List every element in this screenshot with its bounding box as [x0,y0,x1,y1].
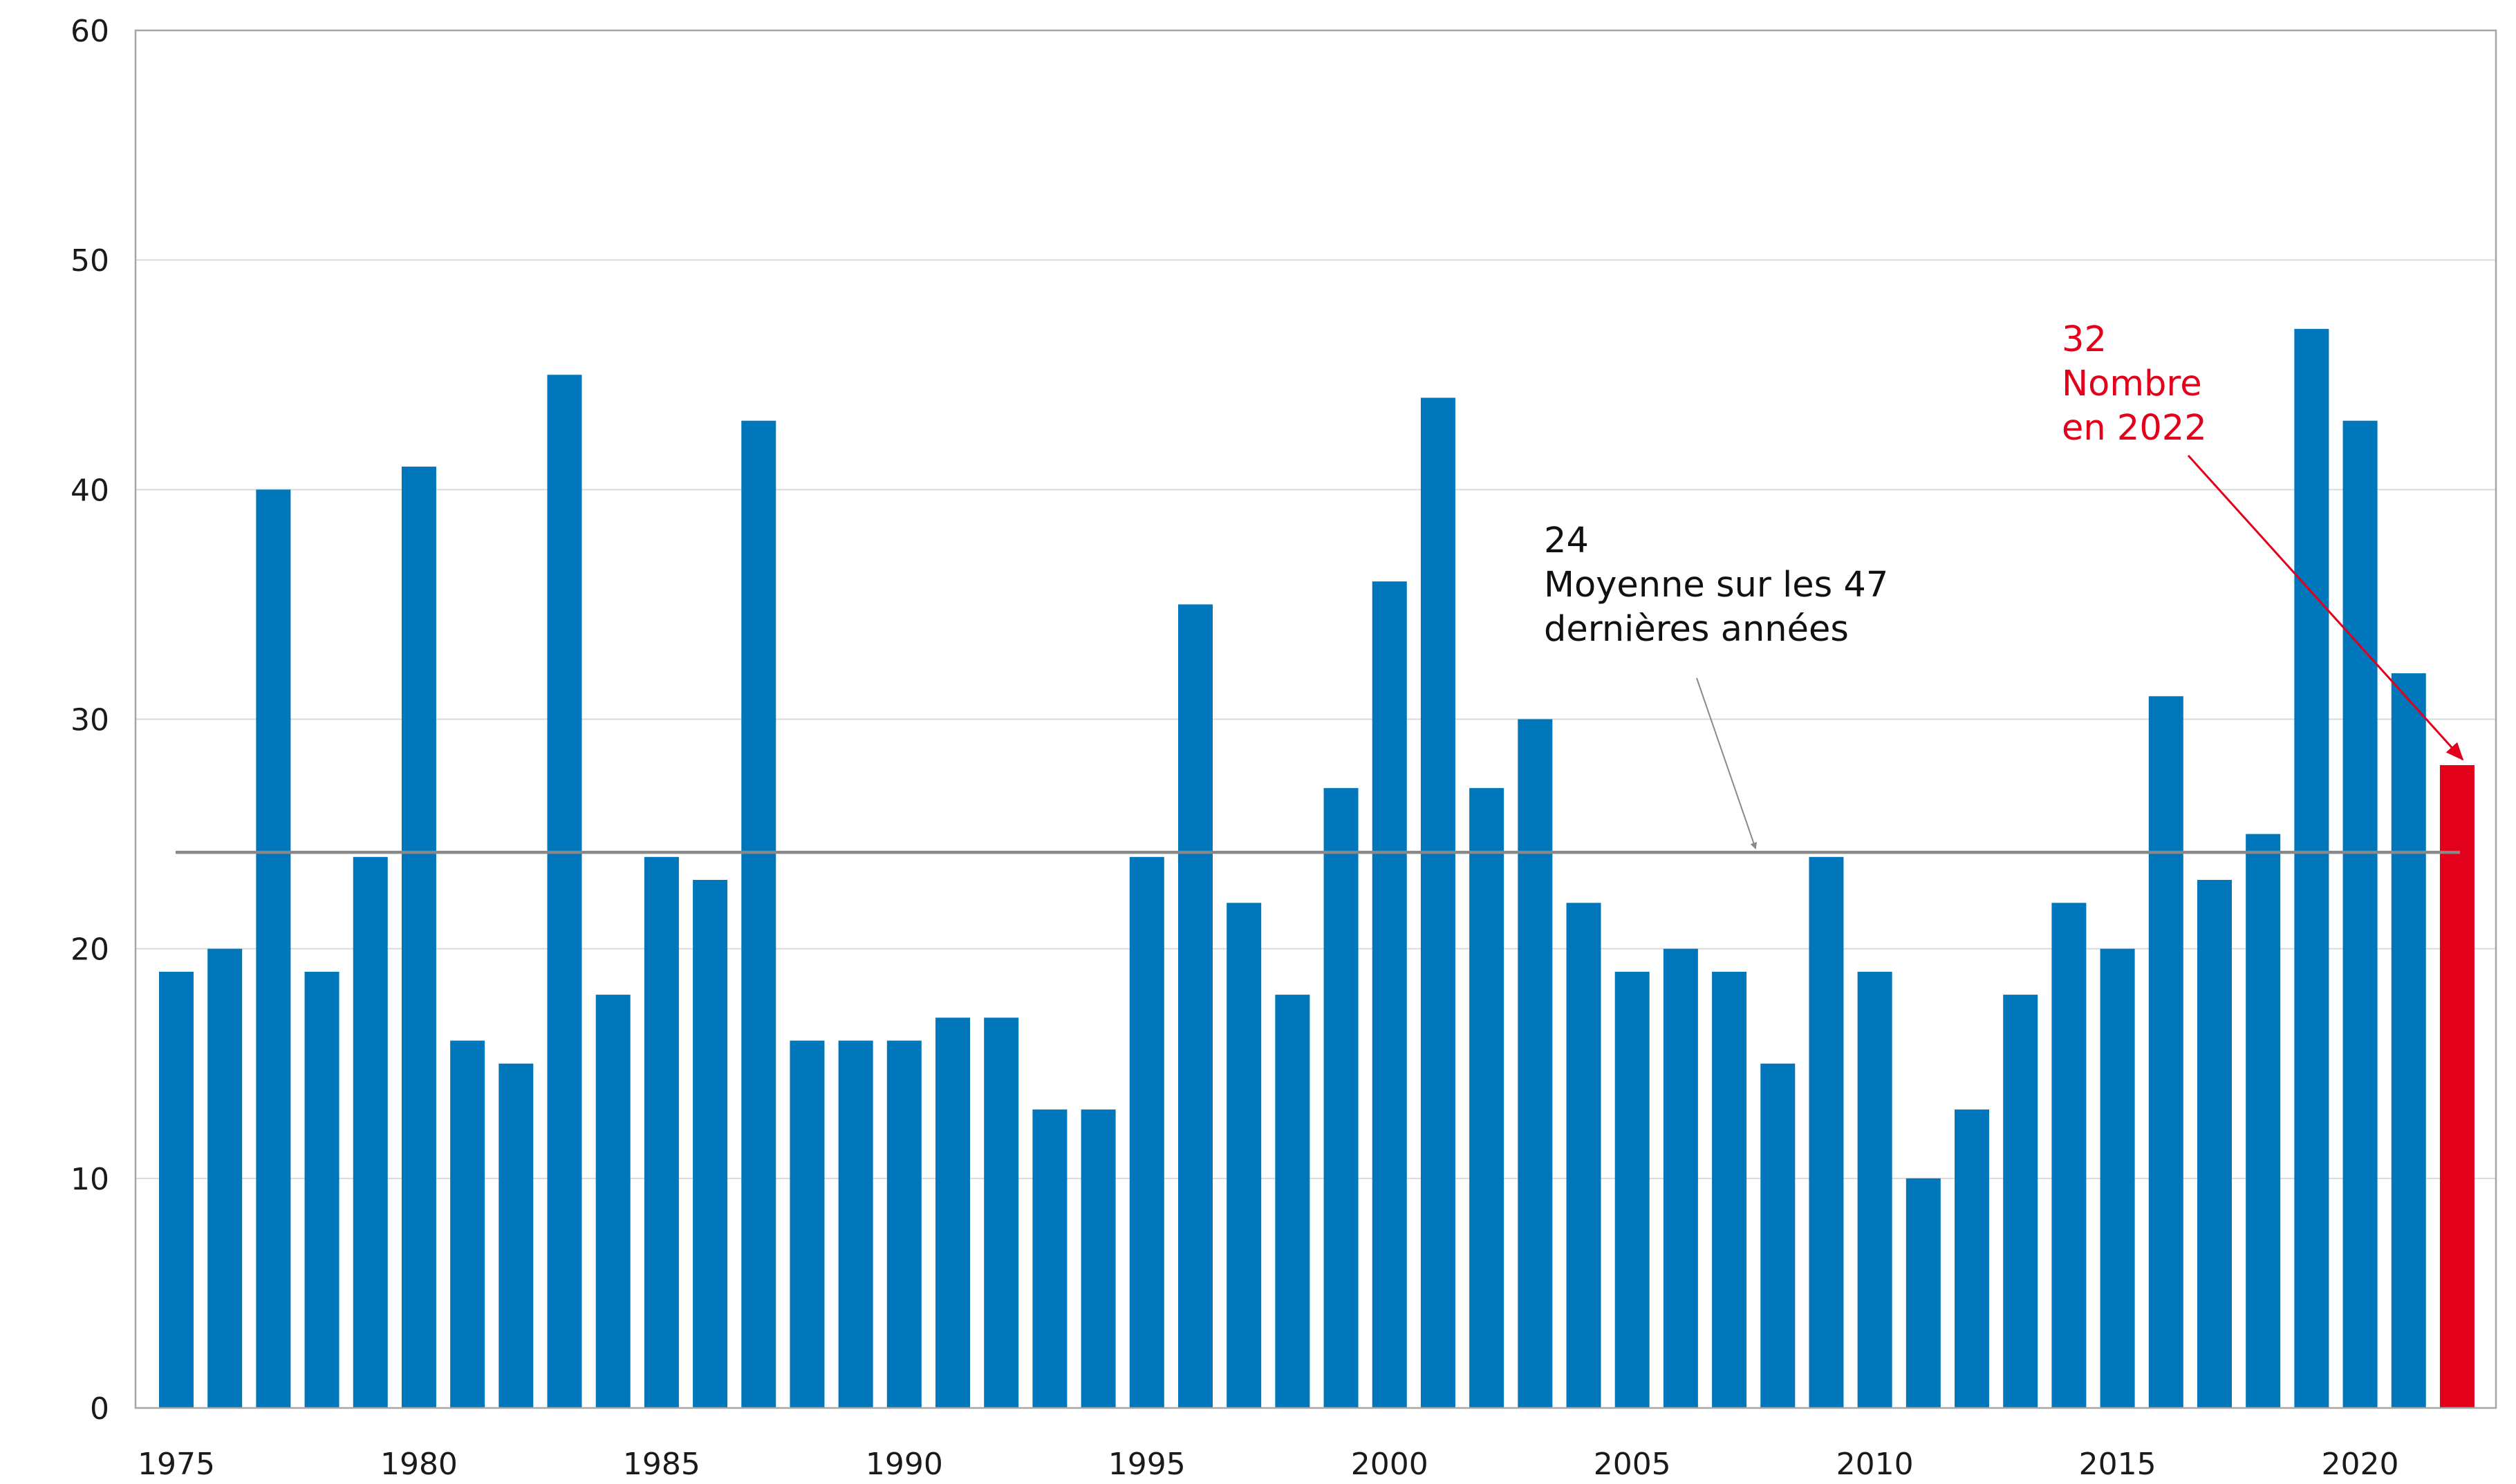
axes: 0 10 20 30 40 50 60 1975 1980 1985 1990 1995 2000 200… [71,14,2497,1482]
average-label: 24 Moyenne sur les 47 dernières années [1544,520,1888,650]
bar [2391,673,2426,1408]
x-tick-label: 2020 [2322,1447,2399,1482]
bar [1032,1109,1068,1408]
bar [741,420,776,1408]
average-label-line: dernières années [1544,609,1849,650]
bar [1323,788,1359,1408]
highlight-label-line: en 2022 [2062,408,2207,449]
bar [1614,971,1650,1408]
annotations: 24 Moyenne sur les 47 dernières années 32 No… [1544,319,2464,850]
bar [790,1040,825,1408]
bar [450,1040,485,1408]
bar [838,1040,873,1408]
average-label-line: 24 [1544,520,1589,561]
bar [644,856,679,1408]
bar [2100,948,2135,1408]
bar [401,467,436,1408]
bar [1857,971,1892,1408]
bar [1663,948,1698,1408]
average-arrow [1696,677,1758,850]
bar [1275,995,1310,1408]
bar [1081,1109,1116,1408]
x-tick-label: 2005 [1594,1447,1671,1482]
bars [159,328,2475,1409]
bar [1566,903,1601,1408]
bar [256,489,291,1409]
y-tick-label: 30 [71,703,109,738]
bar [1760,1063,1796,1408]
bar [1469,788,1504,1408]
y-tick-label: 20 [71,932,109,968]
bar [2051,903,2087,1408]
bar [2246,834,2281,1408]
bar [2003,995,2038,1408]
bar [207,948,243,1408]
bar [2197,880,2232,1408]
bar [1905,1178,1941,1408]
bar [2294,328,2329,1409]
bar [1518,719,1553,1408]
bar [595,995,631,1408]
bar [1420,397,1455,1408]
bar [693,880,728,1408]
bar [2148,696,2183,1408]
bar [1809,856,1844,1408]
highlight-label: 32 Nombre en 2022 [2062,319,2207,449]
x-tick-label: 1980 [380,1447,458,1482]
y-tick-label: 40 [71,473,109,508]
bar [1712,971,1747,1408]
bar-highlight [2439,764,2475,1408]
average-label-line: Moyenne sur les 47 [1544,565,1888,605]
bar [1372,581,1407,1409]
x-tick-label: 1985 [623,1447,700,1482]
y-tick-label: 10 [71,1162,109,1197]
bar [984,1017,1019,1408]
x-tick-label: 1975 [138,1447,215,1482]
y-tick-label: 60 [71,14,109,49]
bar [1955,1109,1990,1408]
x-tick-label: 2000 [1351,1447,1428,1482]
bar [935,1017,971,1408]
bar [304,971,339,1408]
highlight-label-line: 32 [2062,319,2107,360]
y-tick-label: 0 [90,1391,109,1427]
bar [2342,420,2378,1408]
x-tick-label: 2010 [1836,1447,1914,1482]
y-tick-label: 50 [71,243,109,279]
bar [353,856,388,1408]
bar [1227,903,1262,1408]
bar [498,1063,534,1408]
bar [1177,604,1213,1408]
plot-frame [134,29,2497,1409]
x-tick-label: 2015 [2079,1447,2156,1482]
bar [1129,856,1164,1408]
highlight-label-line: Nombre [2062,364,2202,404]
bar [547,375,582,1408]
highlight-arrow [2187,454,2464,761]
bar [159,971,194,1408]
x-tick-label: 1990 [866,1447,943,1482]
bar [886,1040,922,1408]
x-tick-label: 1995 [1108,1447,1186,1482]
